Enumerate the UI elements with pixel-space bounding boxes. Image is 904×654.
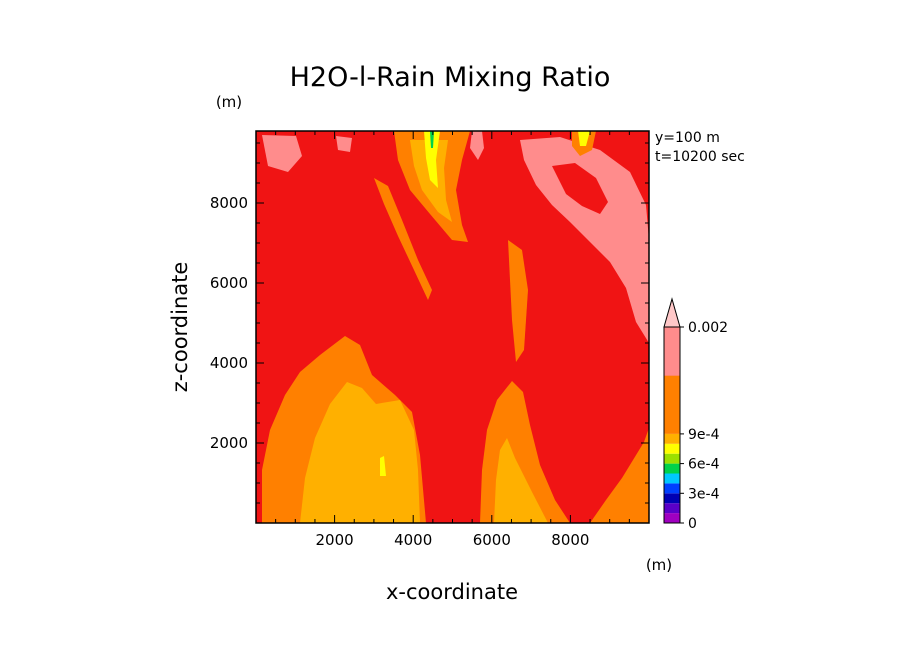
x-unit-label: (m) (646, 556, 672, 574)
annotation-y: y=100 m (655, 130, 720, 146)
colorbar-swatch (664, 375, 680, 434)
annotation-t: t=10200 sec (655, 149, 745, 165)
contour-light-orange-left (300, 382, 420, 523)
colorbar-label: 3e-4 (688, 486, 720, 502)
colorbar-label: 0.002 (688, 320, 728, 336)
colorbar-label: 0 (688, 516, 697, 532)
x-tick-label: 2000 (316, 531, 354, 549)
x-tick-label: 4000 (394, 531, 432, 549)
y-tick-label: 4000 (210, 354, 248, 372)
y-axis-label: z-coordinate (168, 262, 192, 393)
colorbar-swatch (664, 513, 680, 523)
contour-light-orange-mid (494, 438, 548, 523)
colorbar-swatch (664, 473, 680, 484)
contour-yellow-plume (424, 131, 440, 188)
colorbar-extend-arrow (663, 297, 681, 328)
x-tick-label: 6000 (473, 531, 511, 549)
x-axis-label: x-coordinate (386, 580, 518, 604)
contour-red-inner-right (552, 163, 608, 214)
contour-yellow-top-right (578, 131, 590, 146)
colorbar-swatch (664, 493, 680, 504)
y-tick-label: 2000 (210, 434, 248, 452)
colorbar-swatch (664, 443, 680, 454)
colorbar-label: 6e-4 (688, 457, 720, 473)
contour-orange-right (590, 428, 649, 523)
contour-pink-upper (336, 136, 352, 152)
colorbar-swatch (664, 503, 680, 514)
y-unit-label: (m) (216, 93, 242, 111)
contour-green-plume (430, 131, 434, 148)
colorbar-swatch-top (664, 327, 680, 376)
contour-orange-streak-1 (374, 178, 432, 300)
colorbar-frame (663, 326, 681, 524)
contour-pink-topleft (262, 135, 302, 172)
contour-pink-top (470, 131, 484, 160)
colorbar-swatch (664, 483, 680, 494)
colorbar-swatch (664, 463, 680, 474)
y-tick-label: 8000 (210, 194, 248, 212)
colorbar-swatch (664, 453, 680, 464)
plot-area: 2000 4000 6000 8000 2000 4000 6000 8000 (210, 130, 650, 549)
contour-yellow-spot (380, 456, 386, 476)
colorbar-swatch (664, 433, 680, 444)
axis-ticks: 2000 4000 6000 8000 2000 4000 6000 8000 (210, 131, 649, 549)
chart-title: H2O-l-Rain Mixing Ratio (290, 62, 611, 93)
contour-pink-right (520, 137, 649, 343)
colorbar: 0 3e-4 6e-4 9e-4 0.002 (663, 297, 728, 532)
x-tick-label: 8000 (551, 531, 589, 549)
y-tick-label: 6000 (210, 274, 248, 292)
contour-orange-streak-2 (508, 240, 528, 362)
colorbar-label: 9e-4 (688, 427, 720, 443)
